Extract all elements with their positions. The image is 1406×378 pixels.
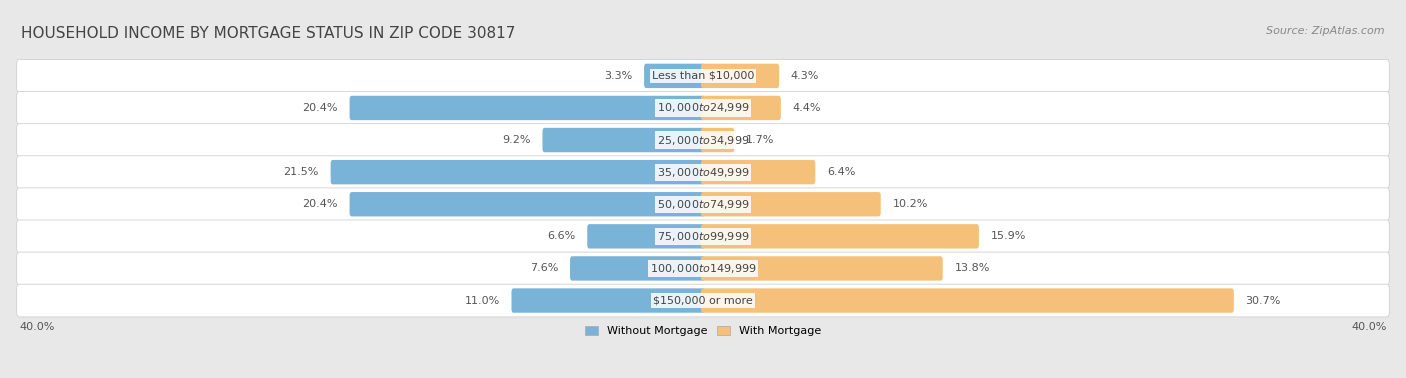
Text: 40.0%: 40.0% [1351,322,1386,332]
FancyBboxPatch shape [702,160,815,184]
Text: 4.4%: 4.4% [793,103,821,113]
FancyBboxPatch shape [17,220,1389,253]
FancyBboxPatch shape [330,160,704,184]
FancyBboxPatch shape [17,252,1389,285]
FancyBboxPatch shape [702,256,943,280]
Text: Source: ZipAtlas.com: Source: ZipAtlas.com [1267,26,1385,36]
FancyBboxPatch shape [543,128,704,152]
FancyBboxPatch shape [702,192,880,217]
Legend: Without Mortgage, With Mortgage: Without Mortgage, With Mortgage [582,324,824,339]
Text: $25,000 to $34,999: $25,000 to $34,999 [657,133,749,147]
FancyBboxPatch shape [702,64,779,88]
Text: $50,000 to $74,999: $50,000 to $74,999 [657,198,749,211]
FancyBboxPatch shape [512,288,704,313]
Text: $10,000 to $24,999: $10,000 to $24,999 [657,101,749,115]
Text: 6.6%: 6.6% [547,231,575,241]
FancyBboxPatch shape [17,59,1389,92]
FancyBboxPatch shape [17,124,1389,156]
Text: 30.7%: 30.7% [1246,296,1281,305]
FancyBboxPatch shape [702,224,979,249]
Text: 15.9%: 15.9% [991,231,1026,241]
FancyBboxPatch shape [702,128,734,152]
FancyBboxPatch shape [588,224,704,249]
Text: HOUSEHOLD INCOME BY MORTGAGE STATUS IN ZIP CODE 30817: HOUSEHOLD INCOME BY MORTGAGE STATUS IN Z… [21,26,516,42]
FancyBboxPatch shape [702,96,780,120]
FancyBboxPatch shape [702,288,1234,313]
Text: 20.4%: 20.4% [302,199,337,209]
Text: Less than $10,000: Less than $10,000 [652,71,754,81]
Text: 20.4%: 20.4% [302,103,337,113]
FancyBboxPatch shape [569,256,704,280]
Text: 4.3%: 4.3% [790,71,820,81]
Text: 3.3%: 3.3% [605,71,633,81]
Text: 6.4%: 6.4% [827,167,855,177]
Text: 1.7%: 1.7% [747,135,775,145]
Text: $150,000 or more: $150,000 or more [654,296,752,305]
FancyBboxPatch shape [17,188,1389,221]
Text: $35,000 to $49,999: $35,000 to $49,999 [657,166,749,179]
Text: 7.6%: 7.6% [530,263,558,273]
Text: $100,000 to $149,999: $100,000 to $149,999 [650,262,756,275]
Text: 13.8%: 13.8% [955,263,990,273]
FancyBboxPatch shape [350,192,704,217]
Text: $75,000 to $99,999: $75,000 to $99,999 [657,230,749,243]
FancyBboxPatch shape [17,284,1389,317]
FancyBboxPatch shape [644,64,704,88]
FancyBboxPatch shape [17,91,1389,124]
Text: 10.2%: 10.2% [893,199,928,209]
FancyBboxPatch shape [17,156,1389,189]
FancyBboxPatch shape [350,96,704,120]
Text: 21.5%: 21.5% [284,167,319,177]
Text: 9.2%: 9.2% [502,135,531,145]
Text: 11.0%: 11.0% [464,296,499,305]
Text: 40.0%: 40.0% [20,322,55,332]
